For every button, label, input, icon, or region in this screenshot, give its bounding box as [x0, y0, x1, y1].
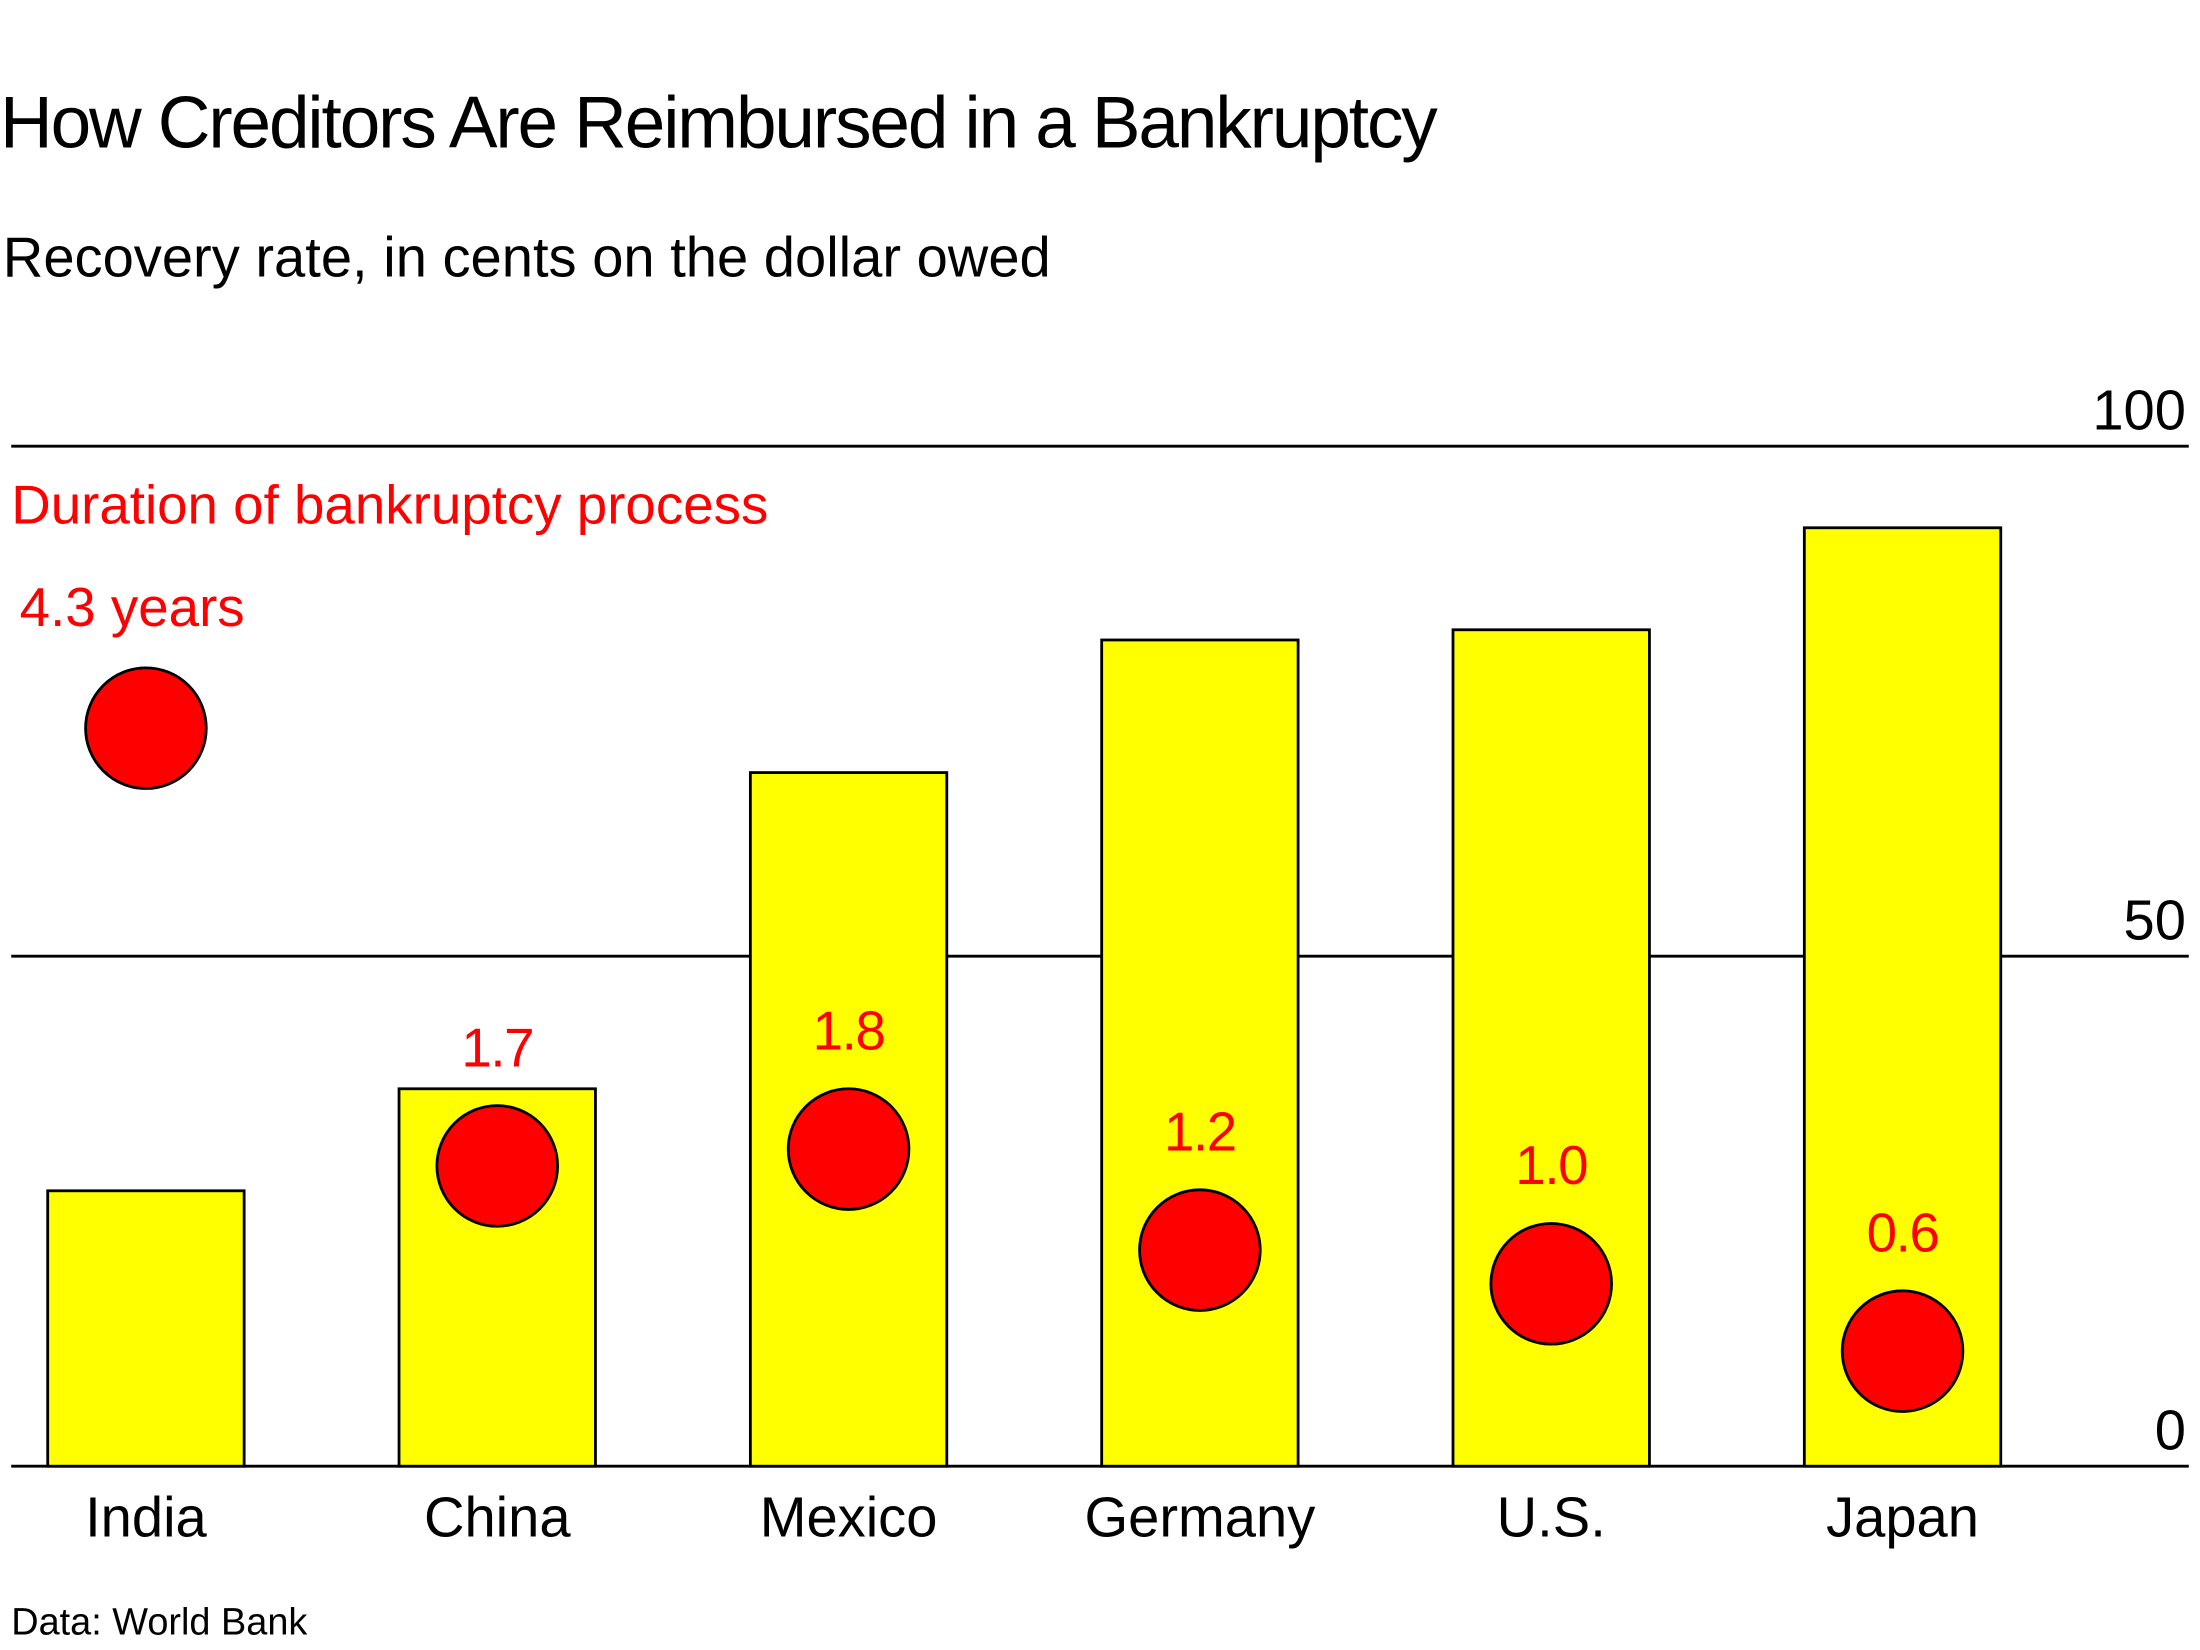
duration-dot	[1138, 1188, 1262, 1312]
bar-india	[46, 1189, 246, 1468]
x-tick-label: India	[85, 1485, 207, 1548]
duration-dot	[1840, 1289, 1965, 1413]
x-tick-label: China	[424, 1485, 571, 1548]
chart-subtitle: Recovery rate, in cents on the dollar ow…	[3, 225, 1051, 288]
duration-label: 1.8	[813, 999, 885, 1061]
overlay-legend-label: Duration of bankruptcy process	[11, 473, 768, 535]
chart-title: How Creditors Are Reimbursed in a Bankru…	[0, 82, 1438, 163]
y-tick-label: 100	[2092, 378, 2186, 441]
x-tick-label: U.S.	[1497, 1485, 1606, 1548]
duration-label: 1.2	[1164, 1101, 1236, 1163]
y-tick-label: 50	[2124, 888, 2186, 951]
duration-label: 1.7	[461, 1016, 533, 1078]
y-tick-label: 0	[2155, 1398, 2186, 1461]
x-tick-label: Germany	[1085, 1485, 1316, 1548]
duration-label: 0.6	[1867, 1202, 1939, 1264]
duration-label: 1.0	[1515, 1134, 1587, 1196]
x-tick-label: Japan	[1826, 1485, 1979, 1548]
source-note: Data: World Bank	[11, 1602, 307, 1644]
duration-dot	[786, 1087, 911, 1211]
duration-dot	[84, 666, 208, 790]
bar-germany	[1100, 638, 1300, 1468]
x-tick-label: Mexico	[760, 1485, 938, 1548]
duration-dot	[435, 1104, 559, 1228]
duration-dot	[1489, 1222, 1613, 1346]
duration-label: 4.3 years	[20, 576, 245, 638]
